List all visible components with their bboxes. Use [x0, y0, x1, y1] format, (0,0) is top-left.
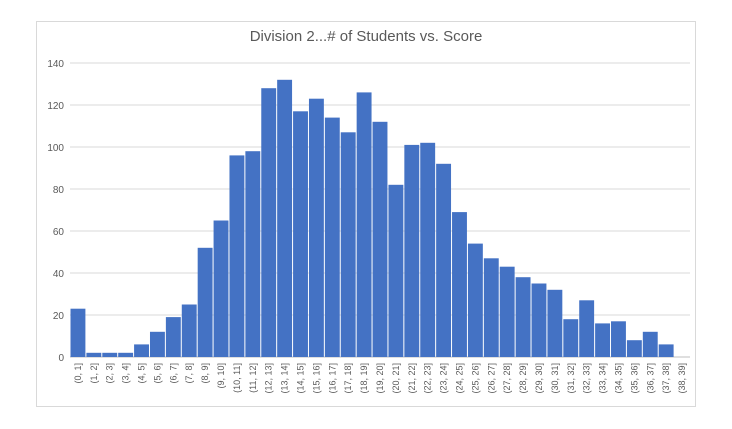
x-tick-label: (4, 5]	[137, 363, 147, 384]
x-tick-label: (37, 38]	[661, 363, 671, 394]
x-tick-label: (36, 37]	[645, 363, 655, 394]
x-tick-label: (38, 39]	[677, 363, 687, 394]
bar-21	[404, 144, 420, 357]
bar-3	[118, 352, 134, 357]
bar-5	[149, 331, 165, 357]
x-tick-label: (24, 25]	[454, 363, 464, 394]
bar-2	[102, 352, 118, 357]
bar-7	[181, 304, 197, 357]
x-tick-label: (2, 3]	[105, 363, 115, 384]
bar-10	[229, 155, 245, 357]
x-tick-label: (5, 6]	[152, 363, 162, 384]
bar-20	[388, 184, 404, 357]
bar-13	[277, 79, 293, 358]
x-tick-label: (19, 20]	[375, 363, 385, 394]
x-tick-label: (32, 33]	[582, 363, 592, 394]
x-tick-label: (21, 22]	[407, 363, 417, 394]
chart-title: Division 2...# of Students vs. Score	[249, 28, 483, 45]
chart-area: Division 2...# of Students vs. Score 0 20…	[36, 21, 696, 407]
x-tick-label: (34, 35]	[613, 363, 623, 394]
x-tick-label: (35, 36]	[629, 363, 639, 394]
bar-29	[531, 283, 547, 357]
y-tick-label: 0	[58, 353, 64, 364]
bar-22	[420, 142, 436, 357]
x-tick-label: (22, 23]	[423, 363, 433, 394]
x-tick-label: (11, 12]	[248, 363, 258, 393]
x-tick-label: (23, 24]	[439, 363, 449, 394]
bar-28	[515, 277, 531, 357]
bar-8	[197, 247, 213, 357]
bar-25	[467, 243, 483, 357]
x-tick-label: (27, 28]	[502, 363, 512, 394]
x-tick-label: (1, 2]	[89, 363, 99, 384]
bar-35	[626, 340, 642, 357]
x-tick-label: (31, 32]	[566, 363, 576, 394]
x-tick-label: (12, 13]	[264, 363, 274, 394]
x-tick-label: (26, 27]	[486, 363, 496, 394]
bar-1	[86, 352, 102, 357]
y-tick-label: 120	[47, 101, 64, 112]
x-tick-label: (10, 11]	[232, 363, 242, 393]
bar-33	[595, 323, 611, 357]
x-tick-label: (0, 1]	[73, 363, 83, 384]
x-tick-label: (14, 15]	[296, 363, 306, 394]
x-tick-label: (8, 9]	[200, 363, 210, 384]
bar-12	[261, 88, 277, 357]
y-axis: 0 20 40 60 80 100 120 140	[47, 59, 64, 364]
bars	[70, 79, 674, 358]
y-tick-label: 80	[53, 185, 65, 196]
x-tick-label: (7, 8]	[184, 363, 194, 384]
y-tick-label: 40	[53, 269, 65, 280]
y-tick-label: 20	[53, 311, 65, 322]
x-tick-label: (15, 16]	[311, 363, 321, 394]
x-tick-label: (18, 19]	[359, 363, 369, 394]
x-tick-label: (6, 7]	[168, 363, 178, 384]
bar-26	[483, 258, 499, 357]
bar-14	[293, 111, 308, 357]
x-tick-label: (9, 10]	[216, 363, 226, 389]
bar-19	[372, 121, 388, 357]
x-axis: (0, 1] (1, 2] (2, 3] (3, 4] (4, 5] (5, 6] (6, …	[73, 363, 687, 394]
bar-17	[340, 132, 356, 357]
bar-23	[436, 163, 452, 357]
x-tick-label: (25, 26]	[470, 363, 480, 394]
bar-11	[245, 151, 261, 357]
bar-31	[563, 319, 579, 357]
y-tick-label: 100	[47, 143, 64, 154]
x-tick-label: (3, 4]	[121, 363, 131, 384]
bar-32	[579, 300, 595, 357]
x-tick-label: (30, 31]	[550, 363, 560, 394]
x-tick-label: (17, 18]	[343, 363, 353, 394]
x-tick-label: (28, 29]	[518, 363, 528, 394]
bar-30	[547, 289, 563, 357]
bar-18	[356, 92, 372, 358]
bar-0	[70, 308, 86, 357]
x-tick-label: (33, 34]	[598, 363, 608, 394]
bar-37	[658, 344, 674, 357]
x-tick-label: (20, 21]	[391, 363, 401, 394]
bar-34	[611, 321, 626, 357]
bar-36	[642, 331, 658, 357]
x-tick-label: (13, 14]	[280, 363, 290, 394]
bar-24	[452, 212, 467, 357]
bar-27	[499, 266, 515, 357]
x-tick-label: (29, 30]	[534, 363, 544, 394]
x-tick-label: (16, 17]	[327, 363, 337, 394]
bar-15	[308, 98, 324, 357]
bar-16	[324, 117, 340, 357]
bar-4	[134, 344, 149, 357]
bar-9	[213, 220, 229, 357]
histogram-plot: 0 20 40 60 80 100 120 140 (0, 1] (1, 2] (2, 3] (3,…	[47, 59, 690, 394]
y-tick-label: 60	[53, 227, 65, 238]
y-tick-label: 140	[47, 59, 64, 70]
bar-6	[165, 317, 181, 357]
